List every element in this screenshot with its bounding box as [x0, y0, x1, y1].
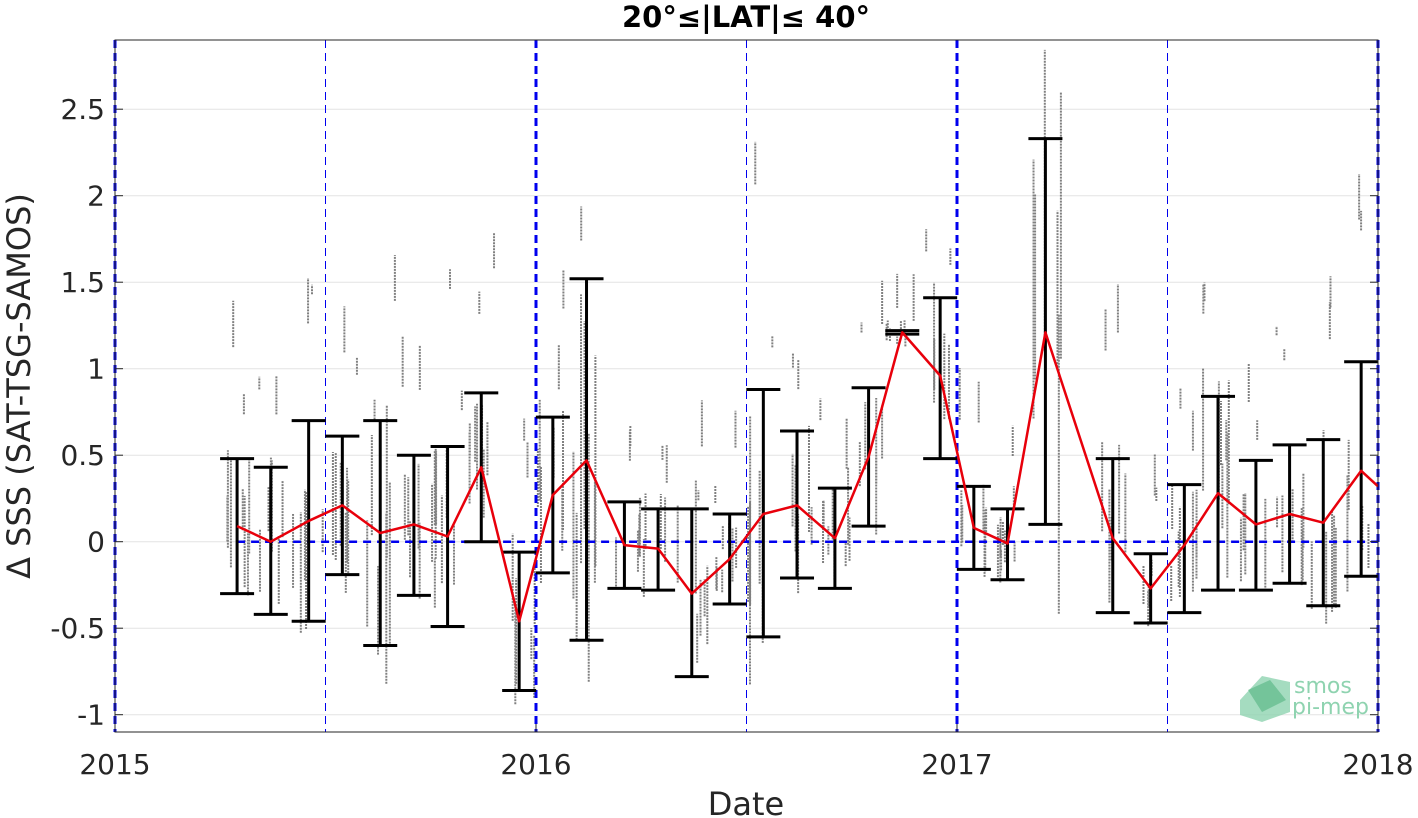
chart-title: 20°≤|LAT|≤ 40°: [622, 0, 870, 34]
y-axis-label: Δ SSS (SAT-TSG-SAMOS): [0, 193, 38, 579]
x-ticks: 2015 2016 2017 2018: [79, 724, 1414, 781]
x-tick-label: 2018: [1342, 748, 1413, 781]
mean-line-group: [236, 331, 1379, 623]
x-tick-label: 2016: [500, 748, 571, 781]
x-tick-label: 2017: [921, 748, 992, 781]
y-tick-label: 0: [87, 526, 105, 559]
x-axis-label: Date: [708, 785, 784, 818]
smos-pimep-logo: smos pi-mep: [1240, 674, 1369, 722]
y-tick-label: -1: [77, 699, 105, 732]
y-tick-label: 1: [87, 353, 105, 386]
logo-mark-shade: [1248, 680, 1286, 712]
y-ticks: -1 -0.5 0 0.5 1 1.5 2 2.5: [50, 93, 1378, 732]
x-tick-label: 2015: [79, 748, 150, 781]
y-tick-label: -0.5: [50, 612, 105, 645]
y-tick-label: 1.5: [60, 266, 105, 299]
y-tick-label: 0.5: [60, 439, 105, 472]
scatter-points: [226, 49, 1370, 705]
logo-text-line1: smos: [1294, 674, 1352, 699]
monthly-mean-line: [236, 331, 1379, 623]
axes-box: [114, 39, 1379, 733]
y-tick-label: 2: [87, 180, 105, 213]
y-tick-label: 2.5: [60, 93, 105, 126]
logo-text-line2: pi-mep: [1292, 695, 1369, 720]
